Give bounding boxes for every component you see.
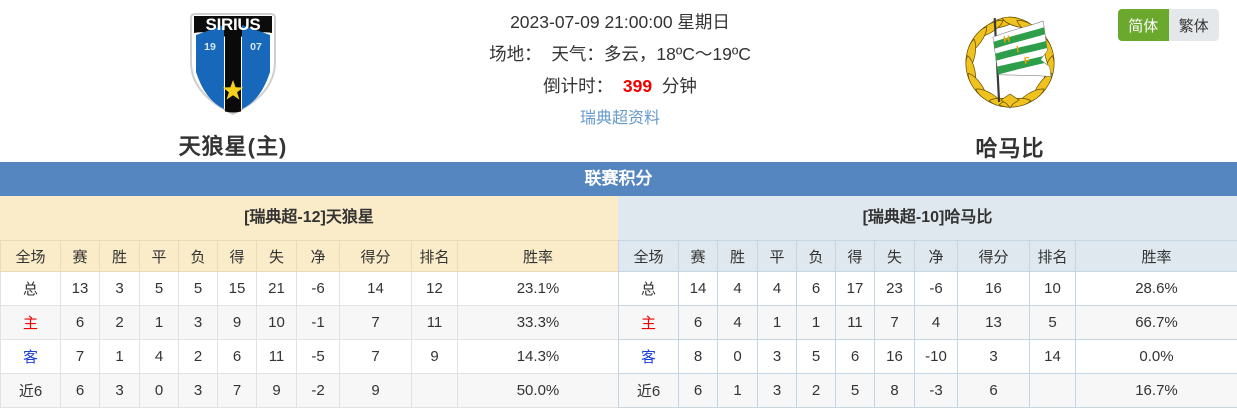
svg-text:07: 07 (250, 41, 262, 53)
svg-text:19: 19 (204, 41, 216, 53)
svg-text:SIRIUS: SIRIUS (206, 15, 261, 34)
